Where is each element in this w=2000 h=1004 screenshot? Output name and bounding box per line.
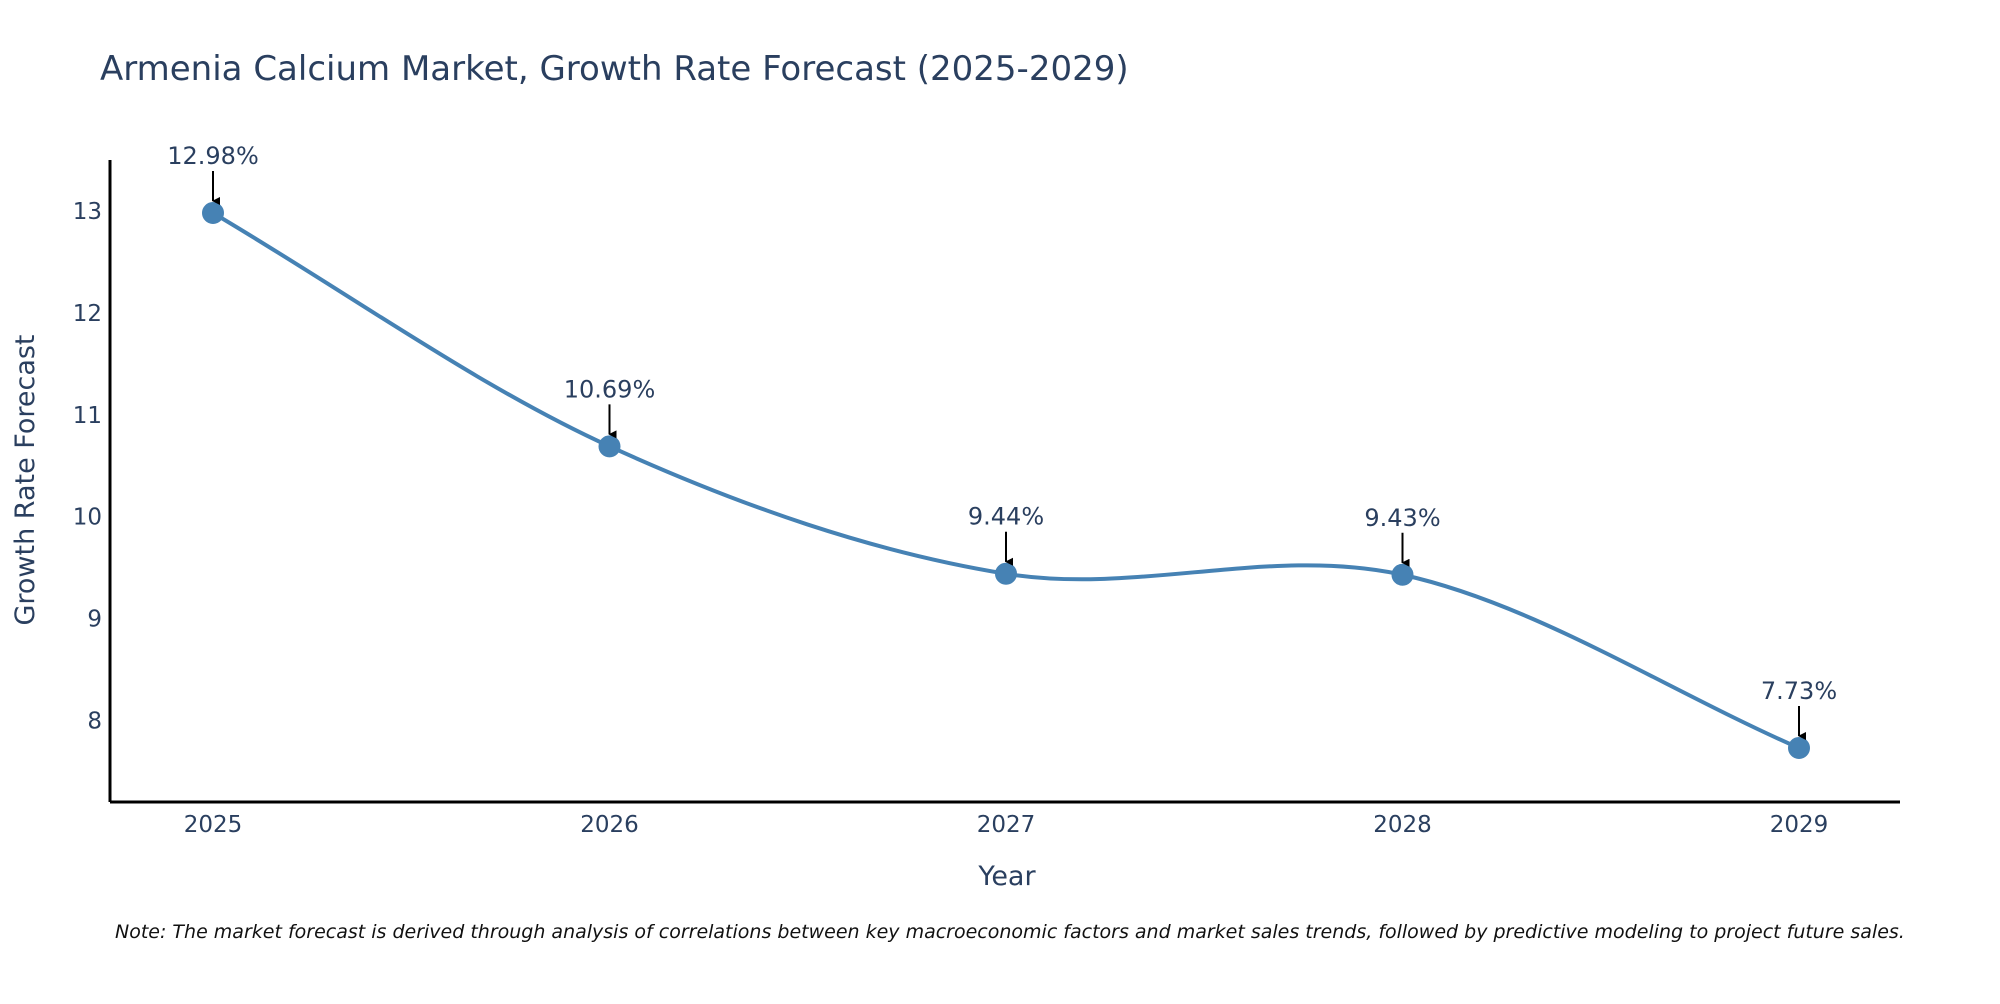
series-group	[202, 201, 1810, 759]
data-label: 9.43%	[1364, 504, 1440, 532]
y-tick-label: 8	[87, 708, 102, 734]
data-label: 9.44%	[968, 503, 1044, 531]
x-tick-label: 2029	[1770, 812, 1829, 838]
y-ticks: 8 9 10 11 12 13	[73, 199, 102, 735]
x-ticks: 2025 2026 2027 2028 2029	[184, 812, 1829, 838]
y-tick-label: 11	[73, 403, 102, 429]
y-tick-label: 12	[73, 301, 102, 327]
data-point	[598, 435, 621, 458]
data-point	[1788, 736, 1810, 759]
data-point	[202, 201, 224, 224]
y-axis-title: Growth Rate Forecast	[10, 334, 41, 625]
series-line	[211, 210, 1801, 750]
data-label: 10.69%	[564, 375, 656, 403]
x-tick-label: 2027	[977, 812, 1036, 838]
y-tick-label: 9	[87, 607, 102, 633]
x-axis-title: Year	[977, 861, 1036, 892]
annotation-group: 12.98% 10.69% 9.44% 9.43% 7.73%	[167, 142, 1837, 740]
y-tick-label: 10	[73, 505, 102, 531]
x-tick-label: 2026	[580, 812, 639, 838]
data-point	[1391, 563, 1414, 586]
data-label: 12.98%	[167, 142, 259, 170]
y-tick-label: 13	[73, 199, 102, 225]
chart-title: Armenia Calcium Market, Growth Rate Fore…	[100, 49, 1129, 89]
data-point	[995, 562, 1017, 585]
x-tick-label: 2028	[1373, 812, 1432, 838]
data-label: 7.73%	[1761, 677, 1837, 705]
footnote: Note: The market forecast is derived thr…	[115, 921, 1905, 943]
axes	[108, 160, 1900, 804]
x-tick-label: 2025	[184, 812, 243, 838]
